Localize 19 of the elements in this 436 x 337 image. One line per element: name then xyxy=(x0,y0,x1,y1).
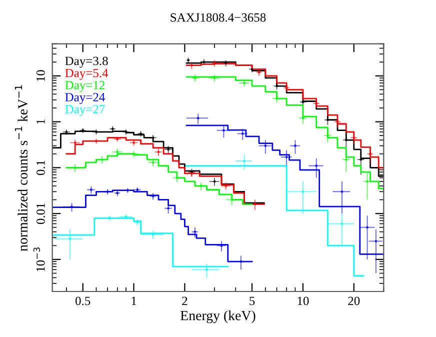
legend-label: Day=3.8 xyxy=(65,56,108,68)
y-axis-title: normalized counts s$^{−1}$ keV$^{−1}$ xyxy=(14,85,28,252)
y-tick-label: 0.01 xyxy=(36,203,45,224)
x-tick-label: 0.5 xyxy=(76,296,90,306)
x-tick-label: 20 xyxy=(348,296,360,306)
x-axis-title: Energy (keV) xyxy=(180,310,256,324)
y-tick-label: 10 xyxy=(36,70,45,82)
text: Day=24 xyxy=(65,93,105,104)
x-tick-label: 5 xyxy=(250,296,255,306)
y-tick-label: 10$^{−3}$ xyxy=(33,248,45,272)
y-tick-label: 1 xyxy=(36,119,45,124)
x-tick-label: 2 xyxy=(182,296,188,306)
text: Day=27 xyxy=(65,105,105,116)
text: Day=5.4 xyxy=(65,68,108,80)
x-tick-label: 1 xyxy=(132,296,136,306)
x-tick-label: 10 xyxy=(298,296,309,306)
chart-title: SAXJ1808.4−3658 xyxy=(170,13,266,22)
text: Day=12 xyxy=(65,80,105,92)
y-tick-label: 0.1 xyxy=(36,160,45,175)
